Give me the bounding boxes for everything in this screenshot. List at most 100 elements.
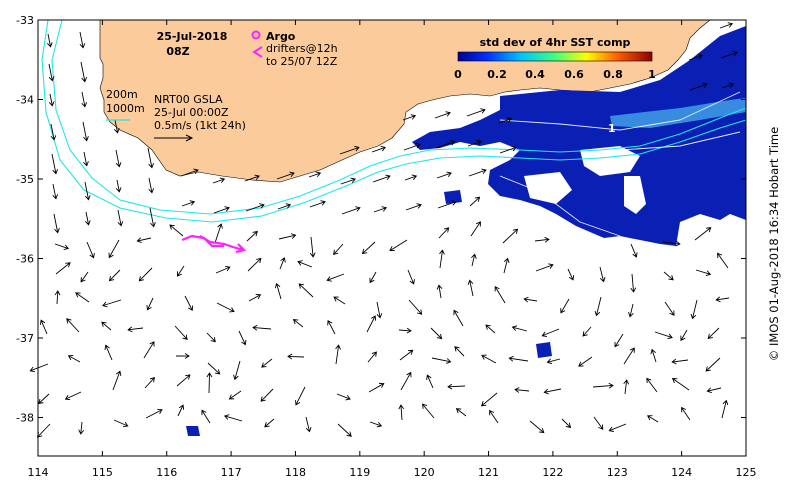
velocity-arrow	[408, 299, 423, 315]
velocity-arrow	[238, 330, 247, 346]
velocity-arrow	[326, 273, 345, 282]
velocity-arrow	[48, 93, 55, 107]
scale-arrow	[154, 134, 194, 142]
velocity-arrow	[402, 114, 417, 121]
velocity-arrow	[39, 319, 48, 335]
velocity-arrow	[297, 260, 313, 268]
velocity-arrow	[46, 33, 53, 48]
x-tick-label: 115	[92, 466, 113, 479]
velocity-arrow	[560, 298, 570, 314]
velocity-arrow	[50, 123, 57, 141]
velocity-arrow	[694, 227, 712, 241]
velocity-arrow	[720, 50, 738, 59]
drifter-tracks	[181, 234, 247, 254]
velocity-arrow	[102, 299, 122, 308]
velocity-arrow	[181, 200, 196, 207]
velocity-arrow	[717, 252, 729, 269]
velocity-arrow	[216, 302, 235, 313]
velocity-arrow	[244, 174, 260, 182]
velocity-arrow	[214, 223, 223, 244]
velocity-arrow	[489, 409, 499, 424]
velocity-arrow	[174, 325, 188, 340]
isobaths	[41, 19, 747, 223]
sst-patch-hole-2	[524, 172, 572, 204]
velocity-arrow	[213, 206, 230, 214]
sst-patch-holes	[580, 146, 640, 176]
sst-patch-hole-3	[624, 176, 646, 214]
velocity-arrow	[206, 332, 216, 343]
velocity-arrow	[578, 356, 593, 367]
velocity-arrow	[628, 303, 634, 318]
velocity-arrow	[436, 171, 452, 179]
velocity-arrow	[361, 241, 376, 255]
velocity-arrow	[340, 177, 356, 185]
colorbar-gradient	[457, 51, 653, 62]
velocity-arrow	[546, 358, 561, 365]
y-tick-label: -37	[16, 332, 34, 345]
drifter-chevron-icon	[252, 46, 263, 58]
velocity-arrow	[707, 327, 720, 340]
velocity-arrow	[206, 372, 213, 394]
velocity-arrow	[447, 383, 466, 390]
y-tick-label: -38	[16, 412, 34, 425]
velocity-arrow	[614, 333, 624, 348]
velocity-arrow	[51, 153, 59, 175]
velocity-arrow	[523, 296, 538, 303]
velocity-arrow	[246, 230, 258, 242]
velocity-arrow	[467, 139, 483, 147]
velocity-arrow	[84, 181, 91, 201]
velocity-arrow	[498, 117, 513, 124]
velocity-arrow	[115, 149, 122, 168]
velocity-arrow	[398, 327, 412, 334]
velocity-arrow	[502, 228, 519, 244]
velocity-arrow	[104, 344, 113, 361]
x-tick-label: 117	[221, 466, 242, 479]
isobath-200m	[51, 19, 747, 215]
velocity-arrow	[469, 196, 481, 207]
velocity-arrow	[83, 151, 89, 167]
velocity-arrow	[78, 421, 85, 435]
velocity-arrow	[705, 357, 721, 372]
drifter-arrowhead-1	[235, 243, 247, 254]
velocity-arrow	[52, 183, 59, 200]
velocity-arrow	[215, 265, 231, 274]
velocity-arrow	[335, 344, 341, 365]
velocity-arrow	[264, 418, 275, 428]
x-tick-label: 121	[478, 466, 499, 479]
velocity-arrow	[127, 326, 144, 333]
x-axis: 114 115 116 117 118 119 120 121 122 123 124 125	[28, 20, 757, 479]
y-tick-label: -36	[16, 253, 34, 266]
velocity-arrow	[295, 386, 306, 406]
velocity-arrow	[688, 53, 704, 61]
velocity-arrow	[436, 284, 443, 299]
velocity-arrow	[471, 253, 477, 267]
velocity-arrow	[84, 211, 91, 226]
velocity-arrow	[514, 387, 530, 393]
x-tick-label: 125	[736, 466, 757, 479]
velocity-arrow	[327, 319, 336, 335]
velocity-arrow	[376, 301, 383, 319]
velocity-arrow	[180, 168, 199, 177]
velocity-arrow	[592, 382, 614, 389]
y-tick-label: -33	[16, 14, 34, 27]
velocity-arrow	[494, 285, 506, 304]
velocity-arrow	[608, 423, 627, 432]
velocity-arrow	[336, 393, 351, 401]
velocity-arrow	[368, 382, 385, 393]
velocity-arrow	[719, 22, 734, 29]
velocity-arrow	[260, 388, 274, 402]
sst-patch-small-3	[186, 426, 200, 436]
velocity-arrow	[80, 61, 88, 83]
velocity-arrow	[369, 421, 383, 428]
colorbar-ticks: 0 0.2 0.4 0.6 0.8 1	[454, 68, 656, 81]
velocity-arrow	[136, 237, 152, 244]
velocity-arrow	[426, 374, 434, 389]
velocity-arrow	[248, 294, 262, 302]
velocity-arrow	[664, 301, 675, 316]
velocity-arrow	[481, 354, 497, 364]
velocity-arrow	[689, 82, 708, 91]
velocity-arrow	[431, 357, 452, 364]
velocity-arrow	[145, 408, 163, 419]
velocity-arrow	[541, 328, 560, 338]
